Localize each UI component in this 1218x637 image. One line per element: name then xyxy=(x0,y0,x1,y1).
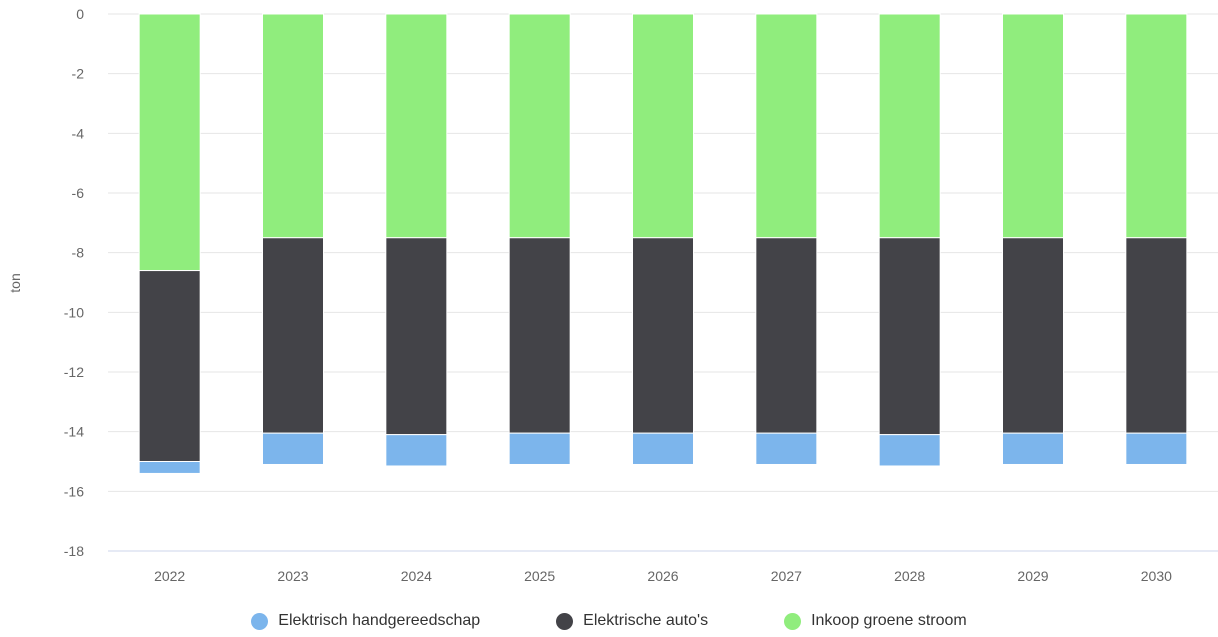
bar-segment[interactable] xyxy=(262,13,324,239)
bar-segment[interactable] xyxy=(508,432,571,465)
bar-segment[interactable] xyxy=(262,237,324,434)
bar-segment[interactable] xyxy=(755,432,818,465)
y-tick-label: -18 xyxy=(64,543,84,559)
bar-segment[interactable] xyxy=(878,237,941,436)
bar-segment[interactable] xyxy=(1002,13,1064,239)
x-tick-label: 2028 xyxy=(894,568,925,584)
legend: Elektrisch handgereedschap Elektrische a… xyxy=(0,612,1218,630)
bar-segment[interactable] xyxy=(878,434,941,467)
bar-segment[interactable] xyxy=(138,461,201,474)
bars xyxy=(138,13,1188,474)
y-tick-label: -12 xyxy=(64,364,84,380)
bar-segment[interactable] xyxy=(262,432,324,465)
bar-segment[interactable] xyxy=(632,432,694,465)
bar-segment[interactable] xyxy=(632,13,694,239)
bar-segment[interactable] xyxy=(1002,432,1064,465)
bar-segment[interactable] xyxy=(1002,237,1064,434)
bar-segment[interactable] xyxy=(508,13,571,239)
x-tick-label: 2026 xyxy=(647,568,678,584)
y-tick-label: -4 xyxy=(72,125,85,141)
bar-segment[interactable] xyxy=(632,237,694,434)
y-tick-label: -14 xyxy=(64,424,84,440)
bar-segment[interactable] xyxy=(508,237,571,434)
legend-label-handgereedschap: Elektrisch handgereedschap xyxy=(278,612,481,629)
y-axis-tick-labels: 0 -2 -4 -6 -8 -10 -12 -14 -16 -18 xyxy=(64,6,84,559)
x-axis-tick-labels: 2022 2023 2024 2025 2026 2027 2028 2029 2030 xyxy=(154,568,1172,584)
legend-swatch-handgereedschap xyxy=(251,612,269,630)
y-tick-label: 0 xyxy=(76,6,84,22)
y-tick-label: -16 xyxy=(64,483,84,499)
bar-segment[interactable] xyxy=(1125,13,1188,239)
bar-segment[interactable] xyxy=(878,13,941,239)
bar-segment[interactable] xyxy=(385,434,448,467)
bar-segment[interactable] xyxy=(755,237,818,434)
y-tick-label: -2 xyxy=(72,66,85,82)
x-tick-label: 2025 xyxy=(524,568,555,584)
legend-swatch-groene-stroom xyxy=(784,612,802,630)
bar-segment[interactable] xyxy=(138,270,201,463)
bar-segment[interactable] xyxy=(1125,237,1188,434)
bar-segment[interactable] xyxy=(385,13,448,239)
y-tick-label: -8 xyxy=(72,245,85,261)
y-tick-label: -6 xyxy=(72,185,85,201)
y-tick-label: -10 xyxy=(64,304,84,320)
bar-segment[interactable] xyxy=(385,237,448,436)
x-tick-label: 2027 xyxy=(771,568,802,584)
x-tick-label: 2029 xyxy=(1017,568,1048,584)
x-tick-label: 2022 xyxy=(154,568,185,584)
legend-item-handgereedschap[interactable]: Elektrisch handgereedschap xyxy=(251,612,480,630)
legend-item-elektrische-autos[interactable]: Elektrische auto's xyxy=(556,612,708,630)
stacked-bar-chart: 0-2-4-6-8-10-12-14-16-18 2022 2023 2024 202… xyxy=(7,6,1218,584)
legend-swatch-elektrische-autos xyxy=(556,612,574,630)
x-tick-label: 2023 xyxy=(277,568,308,584)
x-tick-label: 2024 xyxy=(401,568,432,584)
bar-segment[interactable] xyxy=(1125,432,1188,465)
bar-segment[interactable] xyxy=(755,13,818,239)
bar-segment[interactable] xyxy=(138,13,201,272)
x-tick-label: 2030 xyxy=(1141,568,1172,584)
legend-label-elektrische-autos: Elektrische auto's xyxy=(583,612,709,629)
legend-item-groene-stroom[interactable]: Inkoop groene stroom xyxy=(784,612,967,630)
y-axis-title: ton xyxy=(7,273,23,292)
legend-label-groene-stroom: Inkoop groene stroom xyxy=(811,612,967,629)
